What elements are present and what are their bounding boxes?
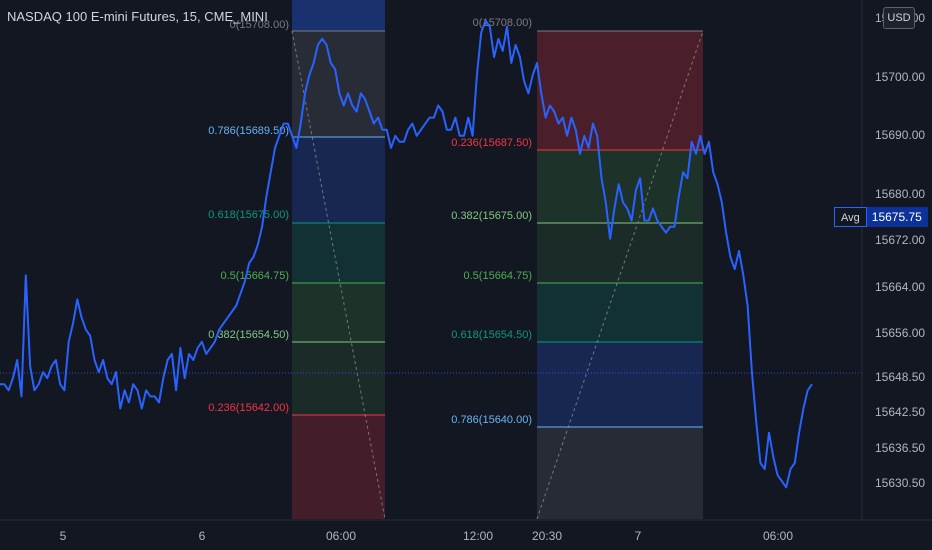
price-label-10: 15630.50: [875, 476, 925, 490]
fib-left-level-0382: 0.382(15654.50): [208, 329, 289, 341]
avg-price-label: Avg 15675.75: [834, 207, 928, 227]
fib-right-level-0: 0(15708.00): [473, 17, 532, 29]
price-label-2: 15690.00: [875, 128, 925, 142]
fib-left-level-05: 0.5(15664.75): [221, 270, 290, 282]
fib-left-level-0236: 0.236(15642.00): [208, 402, 289, 414]
time-label-5: 7: [635, 529, 642, 543]
fib-left-level-0: 0(15708.00): [230, 19, 289, 31]
price-label-1: 15700.00: [875, 70, 925, 84]
fib-right-level-05: 0.5(15664.75): [464, 270, 533, 282]
time-label-1: 6: [199, 529, 206, 543]
time-label-6: 06:00: [763, 529, 793, 543]
time-label-4: 20:30: [532, 529, 562, 543]
time-label-0: 5: [60, 529, 67, 543]
price-label-7: 15648.50: [875, 370, 925, 384]
symbol-title[interactable]: NASDAQ 100 E-mini Futures, 15, CME_MINI: [7, 9, 268, 24]
fib-right-level-0618: 0.618(15654.50): [451, 329, 532, 341]
fib-retracement-right[interactable]: [536, 30, 704, 520]
currency-button[interactable]: USD: [883, 7, 915, 29]
time-label-2: 06:00: [326, 529, 356, 543]
fib-right-level-0382: 0.382(15675.00): [451, 210, 532, 222]
price-series-line: [0, 19, 813, 489]
avg-label: Avg: [834, 207, 867, 227]
price-label-4: 15672.00: [875, 233, 925, 247]
price-label-3: 15680.00: [875, 187, 925, 201]
price-label-6: 15656.00: [875, 326, 925, 340]
price-label-8: 15642.50: [875, 405, 925, 419]
fib-right-level-0786: 0.786(15640.00): [451, 414, 532, 426]
fib-right-level-0236: 0.236(15687.50): [451, 137, 532, 149]
avg-value: 15675.75: [866, 207, 928, 227]
fib-left-level-0618: 0.618(15675.00): [208, 209, 289, 221]
fib-left-level-0786: 0.786(15689.50): [208, 125, 289, 137]
time-label-3: 12:00: [463, 529, 493, 543]
price-label-5: 15664.00: [875, 280, 925, 294]
price-label-9: 15636.50: [875, 441, 925, 455]
fib-retracement-left[interactable]: [291, 0, 386, 520]
